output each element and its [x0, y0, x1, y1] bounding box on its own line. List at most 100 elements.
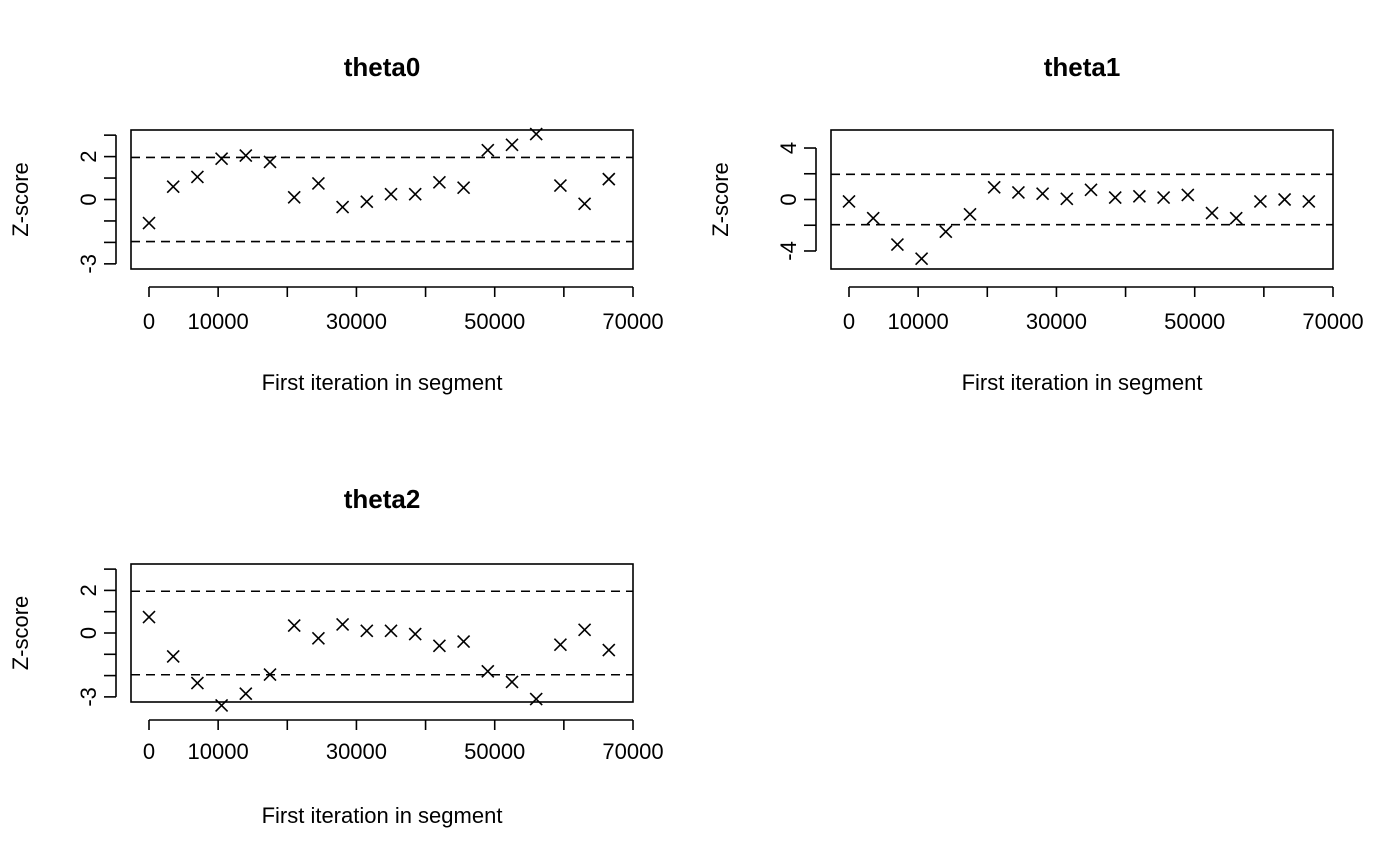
data-point [939, 225, 953, 239]
y-tick-label: 2 [76, 150, 101, 162]
data-point-stroke [287, 618, 301, 633]
data-point-stroke [190, 170, 204, 184]
data-point-stroke [239, 148, 253, 163]
data-point [457, 634, 471, 649]
data-point-stroke [529, 127, 543, 141]
data-point [553, 178, 567, 193]
data-point-stroke [384, 187, 398, 201]
data-point-stroke [408, 187, 422, 201]
data-point [432, 175, 446, 189]
x-tick-label: 70000 [602, 739, 663, 764]
data-point [215, 152, 229, 166]
data-point [866, 211, 880, 225]
data-point [311, 176, 325, 190]
data-point [481, 664, 495, 678]
x-tick-label: 0 [143, 309, 155, 334]
data-point [336, 200, 350, 214]
data-point-stroke [1084, 183, 1098, 197]
data-point-stroke [336, 617, 350, 632]
data-point-stroke [311, 176, 325, 190]
data-point [239, 148, 253, 163]
data-point [1205, 206, 1219, 220]
data-point [408, 627, 422, 641]
data-point-stroke [142, 610, 156, 624]
data-point [1157, 191, 1171, 205]
data-point-stroke [1011, 185, 1025, 199]
data-point-stroke [287, 190, 301, 204]
data-point-stroke [360, 195, 374, 209]
data-point-stroke [239, 687, 253, 701]
data-point-stroke [481, 664, 495, 678]
data-point-stroke [1132, 189, 1146, 203]
y-tick-label: 4 [776, 142, 801, 154]
chart-title: theta1 [1044, 52, 1121, 82]
data-point [166, 649, 180, 663]
data-point [915, 252, 929, 266]
chart-title: theta0 [344, 52, 421, 82]
y-axis-label: Z-score [8, 596, 33, 671]
data-point-stroke [215, 152, 229, 166]
data-point [263, 155, 277, 169]
data-point-stroke [336, 200, 350, 214]
x-tick-label: 50000 [1164, 309, 1225, 334]
x-tick-label: 70000 [1302, 309, 1363, 334]
y-tick-label: -3 [76, 687, 101, 707]
data-point [505, 675, 519, 689]
data-point [987, 180, 1001, 194]
panel-theta0: theta0 0 10000 30000 50000 70000 -3 0 2 First ite… [8, 52, 664, 395]
y-tick-label: -4 [776, 241, 801, 261]
x-tick-label: 10000 [188, 739, 249, 764]
data-point-stroke [457, 634, 471, 649]
x-tick-label: 10000 [888, 309, 949, 334]
data-point-stroke [1253, 194, 1267, 208]
data-point-stroke [166, 649, 180, 663]
x-axis-label: First iteration in segment [962, 370, 1203, 395]
data-point-stroke [360, 624, 374, 638]
data-point-stroke [215, 698, 229, 712]
x-tick-label: 70000 [602, 309, 663, 334]
data-point [481, 143, 495, 157]
data-point [578, 623, 592, 637]
data-point-stroke [1205, 206, 1219, 220]
data-point [529, 127, 543, 141]
data-point [602, 643, 616, 657]
y-axis-label: Z-score [708, 162, 733, 237]
data-point [360, 195, 374, 209]
data-point [1278, 192, 1292, 207]
data-point [890, 237, 904, 252]
data-point [1181, 188, 1195, 202]
data-point [215, 698, 229, 712]
data-point [1084, 183, 1098, 197]
data-point-stroke [553, 178, 567, 193]
data-point-stroke [553, 638, 567, 652]
data-point-stroke [263, 667, 277, 682]
data-point-stroke [1157, 191, 1171, 205]
x-tick-label: 30000 [326, 739, 387, 764]
x-tick-label: 30000 [326, 309, 387, 334]
plot-frame [830, 129, 1334, 270]
data-point-stroke [142, 216, 156, 230]
data-point [1253, 194, 1267, 208]
data-point-stroke [1181, 188, 1195, 202]
data-point [287, 618, 301, 633]
data-point-stroke [1108, 191, 1122, 205]
data-point-stroke [1229, 211, 1243, 225]
y-tick-label: 0 [76, 627, 101, 639]
data-point [529, 692, 543, 706]
data-point [287, 190, 301, 204]
data-point [408, 187, 422, 201]
data-point-stroke [1036, 187, 1050, 201]
data-point [432, 639, 446, 653]
data-point [505, 138, 519, 152]
x-tick-label: 0 [143, 739, 155, 764]
data-point-stroke [529, 692, 543, 706]
data-point [1108, 191, 1122, 205]
data-point [384, 187, 398, 201]
data-point-stroke [578, 623, 592, 637]
x-tick-label: 50000 [464, 309, 525, 334]
data-point [1229, 211, 1243, 225]
data-point-stroke [505, 675, 519, 689]
data-point [166, 180, 180, 194]
data-point [553, 638, 567, 652]
